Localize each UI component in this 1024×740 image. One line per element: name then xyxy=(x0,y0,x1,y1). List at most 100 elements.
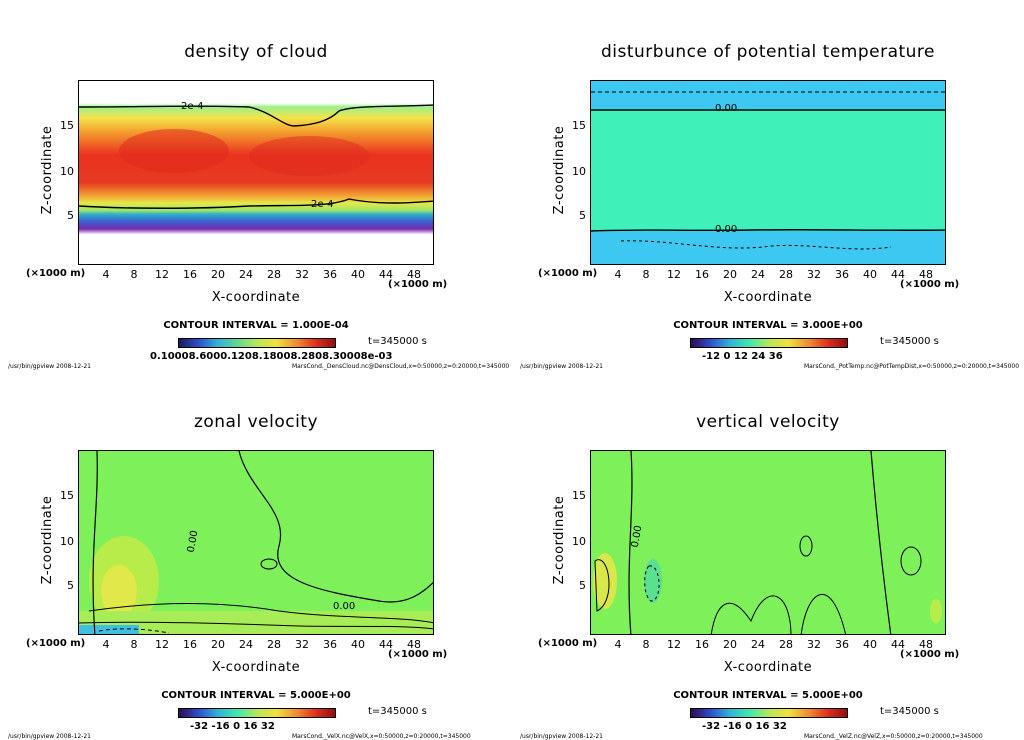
contour-line xyxy=(800,593,846,634)
positive-jet-core xyxy=(101,565,137,617)
dashed-contour xyxy=(620,240,892,250)
contour-field xyxy=(591,81,945,264)
dashed-contour xyxy=(644,565,660,602)
x-tick-label: 12 xyxy=(155,638,169,651)
x-tick-label: 16 xyxy=(695,268,709,281)
x-tick-label: 32 xyxy=(807,638,821,651)
x-tick-label: 40 xyxy=(863,268,877,281)
x-tick-label: 36 xyxy=(835,638,849,651)
updraft-core xyxy=(593,553,617,609)
x-unit-left: (×1000 m) xyxy=(26,638,86,649)
y-tick-label: 10 xyxy=(572,165,586,178)
x-unit-right: (×1000 m) xyxy=(388,649,448,660)
contour-interval: CONTOUR INTERVAL = 5.000E+00 xyxy=(673,690,863,701)
closed-contour xyxy=(799,535,813,557)
contour-interval: CONTOUR INTERVAL = 5.000E+00 xyxy=(161,690,351,701)
zero-contour xyxy=(92,451,98,634)
chart-title: density of cloud xyxy=(184,42,328,62)
colorbar-ticks: -12 0 12 24 36 xyxy=(702,351,783,362)
x-tick-label: 20 xyxy=(723,638,737,651)
closed-contour xyxy=(260,558,278,570)
x-axis-label: X-coordinate xyxy=(723,290,813,305)
time-label: t=345000 s xyxy=(880,336,939,347)
contour-line xyxy=(88,603,433,624)
contour-label: 0.00 xyxy=(333,601,356,612)
panel-density-of-cloud: density of cloud Z-coordinate xyxy=(0,0,512,370)
colorbar xyxy=(178,708,336,718)
footer-right: MarsCond._PotTemp.nc@PotTempDist,x=0:500… xyxy=(804,363,1020,370)
x-tick-label: 40 xyxy=(351,268,365,281)
chart-title: vertical velocity xyxy=(696,412,840,432)
x-tick-label: 4 xyxy=(614,638,622,651)
x-tick-label: 44 xyxy=(379,268,393,281)
contour-label: 2e-4 xyxy=(181,101,204,112)
x-tick-label: 48 xyxy=(407,638,421,651)
contour-label: 2e-4 xyxy=(311,199,334,210)
x-tick-label: 20 xyxy=(211,638,225,651)
plot-area: 0.00 0.00 xyxy=(590,80,946,265)
x-tick-label: 44 xyxy=(891,268,905,281)
footer-right: MarsCond._VelZ.nc@VelZ,x=0:50000,z=0:200… xyxy=(804,733,983,740)
contour-line xyxy=(710,595,792,634)
x-tick-label: 44 xyxy=(891,638,905,651)
colorbar xyxy=(690,708,848,718)
closed-contour xyxy=(594,559,610,612)
x-tick-label: 12 xyxy=(667,268,681,281)
colorbar-ticks: -32 -16 0 16 32 xyxy=(702,721,787,732)
x-tick-label: 24 xyxy=(751,638,765,651)
updraft-core xyxy=(930,599,942,623)
x-axis-label: X-coordinate xyxy=(211,290,301,305)
contour-line xyxy=(79,621,433,630)
contour-field xyxy=(79,451,433,634)
contour-line-bottom xyxy=(79,198,433,209)
x-tick-label: 48 xyxy=(919,638,933,651)
footer-left: /usr/bin/gpview 2008-12-21 xyxy=(8,363,91,370)
contour-line-top xyxy=(79,104,433,127)
plot-area: 0.00 0.00 xyxy=(78,450,434,635)
cloud-density-fill xyxy=(79,81,433,264)
contour-field xyxy=(591,451,945,634)
footer-left: /usr/bin/gpview 2008-12-21 xyxy=(520,733,603,740)
time-label: t=345000 s xyxy=(368,336,427,347)
y-tick-label: 10 xyxy=(60,165,74,178)
x-tick-label: 24 xyxy=(239,638,253,651)
x-tick-label: 8 xyxy=(130,268,138,281)
footer-left: /usr/bin/gpview 2008-12-21 xyxy=(520,363,603,370)
x-tick-label: 28 xyxy=(267,638,281,651)
x-tick-label: 8 xyxy=(130,638,138,651)
x-tick-label: 12 xyxy=(155,268,169,281)
x-tick-label: 16 xyxy=(183,638,197,651)
panel-potential-temperature: disturbunce of potential temperature Z-c… xyxy=(512,0,1024,370)
x-tick-label: 36 xyxy=(835,268,849,281)
x-tick-label: 44 xyxy=(379,638,393,651)
x-unit-right: (×1000 m) xyxy=(900,279,960,290)
x-unit-left: (×1000 m) xyxy=(538,268,598,279)
y-tick-label: 5 xyxy=(579,209,586,222)
x-tick-label: 16 xyxy=(695,638,709,651)
density-core-blob xyxy=(249,136,369,176)
x-axis-label: X-coordinate xyxy=(211,660,301,675)
chart-title: disturbunce of potential temperature xyxy=(600,42,936,62)
x-unit-left: (×1000 m) xyxy=(538,638,598,649)
x-tick-label: 28 xyxy=(267,268,281,281)
contour-label: 0.00 xyxy=(715,103,738,114)
density-core-blob xyxy=(119,129,229,173)
x-tick-label: 28 xyxy=(779,638,793,651)
colorbar-ticks: 0.10008.6000.1208.18008.2808.30008e-03 xyxy=(150,351,393,362)
upper-cool-band xyxy=(591,81,945,109)
x-tick-label: 32 xyxy=(295,638,309,651)
colorbar-ticks: -32 -16 0 16 32 xyxy=(190,721,275,732)
contour-interval: CONTOUR INTERVAL = 1.000E-04 xyxy=(163,320,349,331)
x-tick-label: 4 xyxy=(614,268,622,281)
x-axis-label: X-coordinate xyxy=(723,660,813,675)
dashed-contour xyxy=(98,628,170,634)
y-tick-label: 5 xyxy=(579,579,586,592)
y-tick-label: 15 xyxy=(60,489,74,502)
footer-right: MarsCond._VelX.nc@VelX,x=0:50000,z=0:200… xyxy=(292,733,471,740)
chart-title: zonal velocity xyxy=(193,412,319,432)
x-tick-label: 28 xyxy=(779,268,793,281)
x-tick-label: 8 xyxy=(642,268,650,281)
x-tick-label: 20 xyxy=(211,268,225,281)
x-unit-right: (×1000 m) xyxy=(388,279,448,290)
y-tick-label: 5 xyxy=(67,579,74,592)
